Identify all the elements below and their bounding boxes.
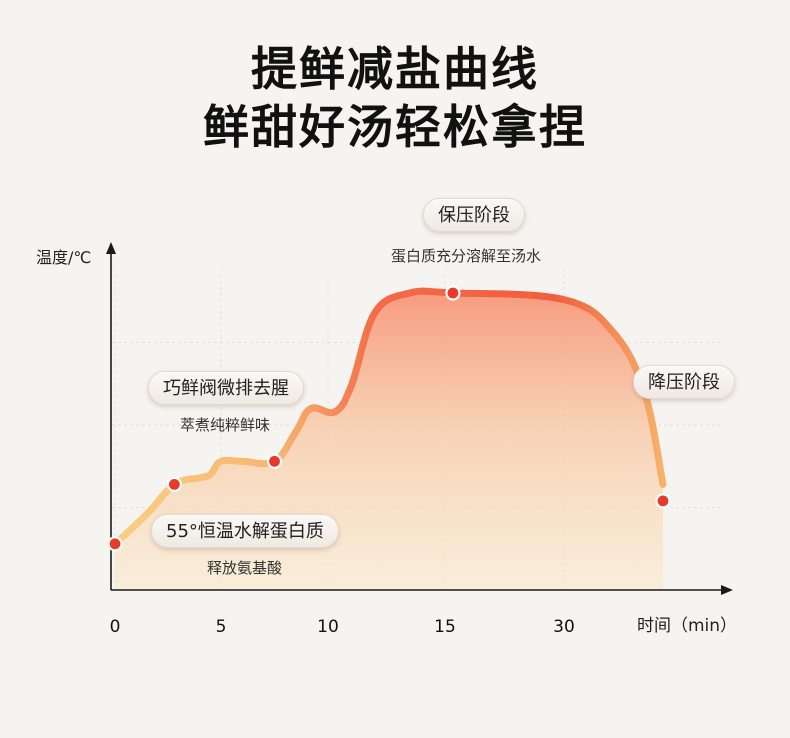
stage-badge-pressure-hold: 保压阶段 (423, 198, 525, 232)
stage-badge-valve-venting: 巧鲜阀微排去腥 (148, 371, 304, 405)
x-axis-arrow-icon (721, 585, 733, 595)
x-tick-label: 15 (434, 617, 456, 637)
x-tick-label: 30 (553, 617, 575, 637)
curve-markers (107, 285, 671, 552)
x-tick-labels: 0 5 10 15 30 (110, 617, 575, 637)
curve-marker-2 (166, 476, 182, 492)
y-axis-arrow-icon (106, 242, 116, 254)
page-title-line-2: 鲜甜好汤轻松拿捏 (203, 100, 587, 154)
y-axis-label: 温度/℃ (36, 248, 92, 267)
x-tick-label: 5 (216, 617, 227, 637)
x-tick-label: 10 (317, 617, 339, 637)
stage-note-protein-hydrolysis: 释放氨基酸 (207, 559, 283, 577)
x-tick-label: 0 (110, 617, 121, 637)
temperature-curve-line (111, 287, 667, 548)
stage-note-pressure-hold: 蛋白质充分溶解至汤水 (391, 247, 542, 265)
page-title-line-1: 提鲜减盐曲线 (251, 42, 539, 96)
curve-marker-4 (445, 285, 461, 301)
stage-badge-depressurize: 降压阶段 (633, 365, 735, 399)
curve-marker-1 (107, 536, 123, 552)
stage-note-valve-venting: 萃煮纯粹鲜味 (180, 416, 271, 434)
curve-marker-5 (655, 493, 671, 509)
stage-badge-protein-hydrolysis: 55°恒温水解蛋白质 (151, 514, 339, 548)
x-axis-label: 时间（min） (637, 616, 738, 636)
curve-marker-3 (266, 453, 283, 469)
